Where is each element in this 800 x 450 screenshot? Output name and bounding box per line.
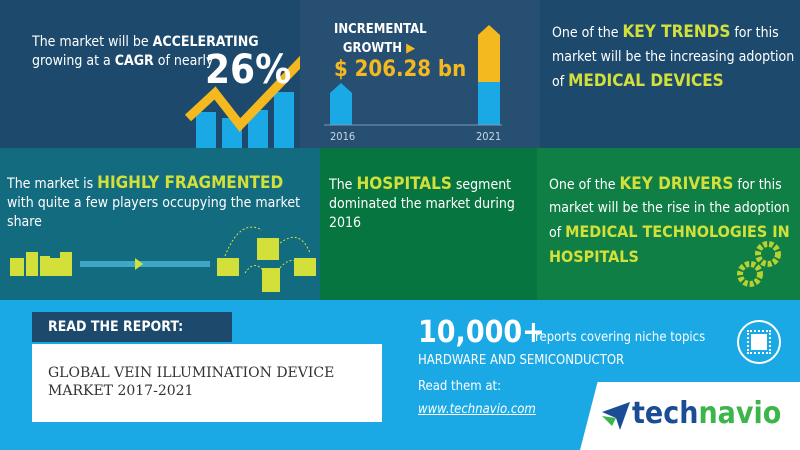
growth-arrow-icon [184,55,300,148]
year-2016: 2016 [330,130,356,143]
read-at: Read them at: [418,379,502,394]
gears-icon [737,241,781,287]
fragmented-text: The market is HIGHLY FRAGMENTED with qui… [7,173,301,231]
panel-key-trends: One of the KEY TRENDS for this market wi… [540,0,800,148]
panel-cagr: The market will be ACCELERATING growing a… [0,0,300,148]
panel-incremental: INCREMENTAL GROWTH ▶ $ 206.28 bn 2016 202… [300,0,540,148]
technavio-logo-icon [602,402,630,430]
website-link[interactable]: www.technavio.com [418,402,536,417]
category: HARDWARE AND SEMICONDUCTOR [418,353,625,368]
chip-icon [737,320,781,364]
technavio-logo: technavio [632,396,782,431]
panel-fragmented: The market is HIGHLY FRAGMENTED with qui… [0,148,320,300]
reports-count: 10,000+ [418,315,545,350]
hospitals-text: The HOSPITALS segment dominated the mark… [329,174,515,232]
panel-hospitals: The HOSPITALS segment dominated the mark… [320,148,537,300]
panel-key-drivers: One of the KEY DRIVERS for this market w… [537,148,800,300]
report-title-box[interactable]: GLOBAL VEIN ILLUMINATION DEVICE MARKET 2… [32,344,382,422]
footer: READ THE REPORT: GLOBAL VEIN ILLUMINATIO… [0,300,800,450]
reports-desc: reports covering niche topics [535,330,706,345]
incremental-label: INCREMENTAL GROWTH ▶ [334,22,427,56]
key-drivers-text: One of the KEY DRIVERS for this market w… [549,174,790,266]
key-trends-text: One of the KEY TRENDS for this market wi… [552,22,795,91]
logo-area: technavio [580,382,800,450]
cagr-text: The market will be ACCELERATING growing a… [32,34,259,69]
growth-bars [324,25,502,126]
read-report-tab: READ THE REPORT: [32,312,232,342]
incremental-value: $ 206.28 bn [334,57,467,82]
buildings-icon [10,226,316,292]
year-2021: 2021 [476,130,502,143]
cagr-value: 26% [205,47,292,93]
report-title[interactable]: GLOBAL VEIN ILLUMINATION DEVICE MARKET 2… [48,365,335,399]
